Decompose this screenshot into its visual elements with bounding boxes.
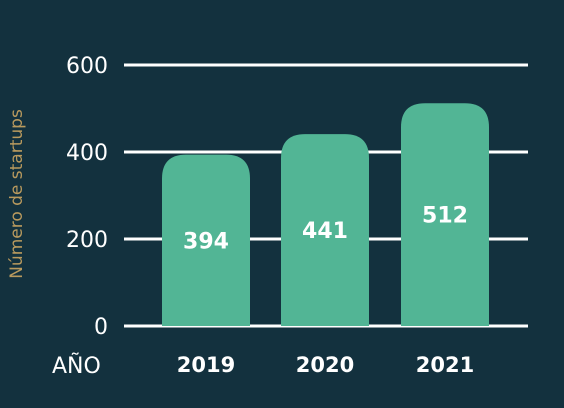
y-tick-label: 0 [94, 315, 108, 340]
bar-2020 [281, 134, 369, 326]
x-tick-label-2020: 2020 [296, 353, 354, 377]
y-tick-label: 200 [66, 228, 108, 253]
data-label-2020: 441 [302, 219, 348, 244]
label-layer: 394 441 512 [183, 204, 468, 255]
y-tick-label: 400 [66, 141, 108, 166]
data-label-2021: 512 [422, 204, 468, 229]
bar-layer [162, 103, 489, 326]
bar-2021 [401, 103, 489, 326]
bar-2019 [162, 154, 250, 326]
y-tick-label: 600 [66, 54, 108, 79]
x-tick-label-2019: 2019 [177, 353, 235, 377]
x-tick-layer: 2019 2020 2021 [177, 353, 474, 377]
x-axis-title: AÑO [52, 352, 101, 379]
x-tick-label-2021: 2021 [416, 353, 474, 377]
y-axis-title: Número de startups [7, 109, 27, 279]
data-label-2019: 394 [183, 229, 229, 254]
y-tick-layer: 0 200 400 600 [66, 54, 108, 340]
